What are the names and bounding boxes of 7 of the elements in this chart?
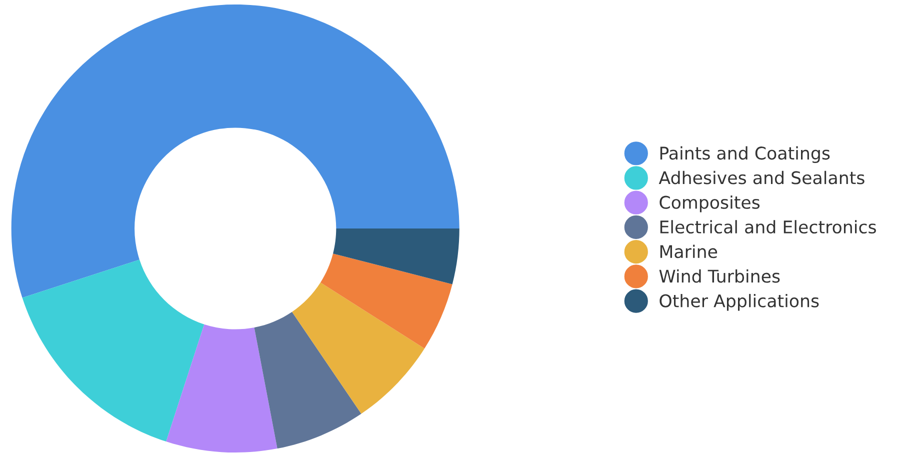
legend-label: Paints and Coatings — [660, 146, 830, 164]
legend-label: Electrical and Electronics — [660, 220, 876, 234]
legend-label: Other Applications — [660, 294, 819, 311]
legend-label: Adhesives and Sealants — [658, 170, 864, 184]
legend-label: Wind Turbines — [659, 269, 780, 283]
legend-label: Composites — [660, 195, 760, 212]
legend-label: Marine — [660, 244, 718, 258]
